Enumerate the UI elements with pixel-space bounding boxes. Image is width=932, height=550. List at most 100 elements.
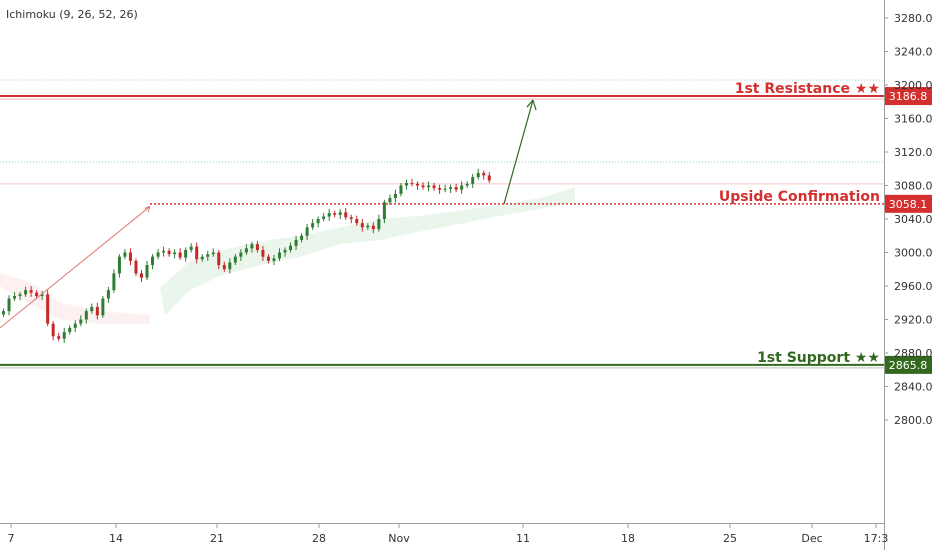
candle-body [393, 193, 397, 199]
candle-body [140, 273, 143, 278]
cloud-area-bearish [0, 273, 150, 324]
candle-body [311, 223, 315, 228]
y-tick-label: 3080.0 [894, 180, 932, 193]
candle-body [84, 311, 88, 320]
candle-body [51, 323, 55, 337]
price-tag-label: 3058.1 [889, 198, 928, 211]
candle-body [482, 172, 486, 176]
candle-body [454, 187, 458, 190]
candle-body [250, 244, 254, 249]
candle-body [13, 296, 17, 299]
candle-body [272, 258, 276, 261]
trend-arrow [0, 206, 151, 329]
x-tick-label: 7 [8, 532, 15, 545]
candle-body [73, 323, 77, 328]
x-tick-label: 11 [516, 532, 530, 545]
candle-body [68, 327, 72, 333]
x-tick-label: Nov [388, 532, 410, 545]
x-axis: 7 14 21 28 Nov 11 18 25 Dec 17:3 [0, 523, 888, 545]
x-tick-label: 14 [109, 532, 123, 545]
level-label: 1st Resistance ★★ [735, 81, 880, 97]
candle-body [46, 294, 50, 324]
candle-body [366, 225, 370, 228]
candle-body [228, 262, 232, 270]
candle-body [18, 294, 22, 297]
candle-body [217, 252, 221, 266]
y-tick-label: 2840.0 [894, 381, 932, 394]
candle-body [261, 249, 265, 257]
candle-body [134, 260, 138, 274]
candle-body [239, 252, 243, 257]
x-tick-label: Dec [801, 532, 822, 545]
candle-body [322, 216, 326, 219]
y-tick-label: 3200.0 [894, 79, 932, 92]
target-arrow [503, 99, 534, 205]
price-tag [885, 194, 932, 213]
candle-body [344, 212, 348, 218]
y-tick-label: 2920.0 [894, 314, 932, 327]
candle-body [421, 185, 425, 188]
y-tick-label: 3000.0 [894, 247, 932, 260]
candle-body [432, 185, 436, 189]
candle-body [487, 175, 491, 181]
candle-body [349, 217, 353, 219]
candle-body [283, 249, 287, 253]
candle-body [211, 252, 215, 255]
y-tick-label: 2960.0 [894, 280, 932, 293]
candle-body [360, 223, 364, 228]
candle-body [449, 187, 453, 189]
candle-body [427, 185, 431, 188]
cloud-area [160, 187, 575, 316]
candle-body [178, 252, 182, 258]
y-tick-label: 3160.0 [894, 113, 932, 126]
candle-body [151, 256, 155, 266]
levels-layer: 1st Resistance ★★ 3186.8 Upside Confirmati… [0, 81, 932, 374]
level-label: Upside Confirmation [719, 189, 880, 205]
candle-body [101, 298, 105, 316]
candle-body [305, 227, 309, 236]
candle-body [95, 306, 99, 316]
candle-body [382, 202, 386, 219]
candle-body [117, 256, 121, 274]
candle-body [162, 250, 166, 253]
candle-body [377, 219, 381, 230]
candle-body [79, 319, 83, 324]
y-tick-label: 2800.0 [894, 414, 932, 427]
y-tick-label: 3280.0 [894, 12, 932, 25]
x-tick-label: 17:3 [864, 532, 889, 545]
candle-body [416, 183, 419, 186]
candle-body [123, 252, 127, 257]
price-tag-label: 2865.8 [889, 359, 928, 372]
candle-body [300, 235, 304, 240]
candle-body [465, 183, 469, 186]
grid-layer [0, 79, 884, 185]
indicator-label: Ichimoku (9, 26, 52, 26) [6, 8, 138, 21]
candle-body [316, 219, 320, 224]
candle-body [460, 185, 464, 190]
arrows-layer [0, 99, 537, 329]
y-tick-label: 2880.0 [894, 347, 932, 360]
candle-body [189, 246, 193, 250]
candle-body [2, 311, 5, 315]
candle-body [173, 252, 177, 255]
price-tag [885, 87, 932, 106]
candle-body [476, 172, 480, 178]
x-tick-label: 21 [210, 532, 224, 545]
candle-body [255, 244, 259, 250]
candle-body [57, 336, 61, 339]
candle-body [388, 198, 392, 203]
candle-body [438, 188, 442, 190]
level-label: 1st Support ★★ [757, 350, 880, 366]
trend-arrow-head [144, 205, 151, 213]
candle-body [327, 213, 331, 217]
candle-body [443, 188, 447, 190]
candle-body [24, 290, 28, 295]
y-axis: 3280.0 3240.0 3200.0 3160.0 3120.0 3080.0 3040… [884, 0, 932, 550]
candle-body [156, 252, 160, 257]
y-tick-label: 3040.0 [894, 213, 932, 226]
candle-body [410, 182, 414, 184]
candle-body [333, 213, 337, 215]
candle-body [399, 185, 403, 194]
candle-body [266, 256, 270, 261]
